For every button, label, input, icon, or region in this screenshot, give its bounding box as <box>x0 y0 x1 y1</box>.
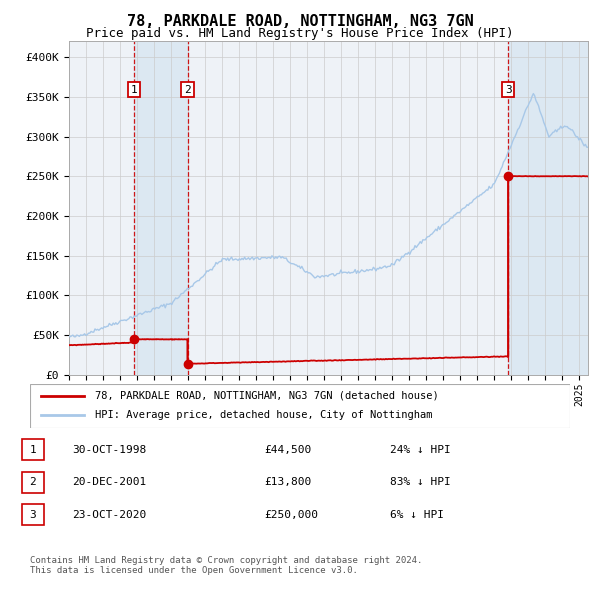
Text: 23-OCT-2020: 23-OCT-2020 <box>72 510 146 520</box>
Text: HPI: Average price, detached house, City of Nottingham: HPI: Average price, detached house, City… <box>95 411 432 420</box>
Bar <box>134 41 188 375</box>
Text: 3: 3 <box>505 84 512 94</box>
Bar <box>508 41 588 375</box>
Text: 78, PARKDALE ROAD, NOTTINGHAM, NG3 7GN: 78, PARKDALE ROAD, NOTTINGHAM, NG3 7GN <box>127 14 473 28</box>
Text: 1: 1 <box>131 84 137 94</box>
Text: Price paid vs. HM Land Registry's House Price Index (HPI): Price paid vs. HM Land Registry's House … <box>86 27 514 40</box>
Text: 78, PARKDALE ROAD, NOTTINGHAM, NG3 7GN (detached house): 78, PARKDALE ROAD, NOTTINGHAM, NG3 7GN (… <box>95 391 439 401</box>
Text: 3: 3 <box>29 510 37 520</box>
Text: £13,800: £13,800 <box>264 477 311 487</box>
Text: 2: 2 <box>184 84 191 94</box>
Text: Contains HM Land Registry data © Crown copyright and database right 2024.
This d: Contains HM Land Registry data © Crown c… <box>30 556 422 575</box>
Text: 30-OCT-1998: 30-OCT-1998 <box>72 445 146 455</box>
FancyBboxPatch shape <box>30 384 570 428</box>
Text: 24% ↓ HPI: 24% ↓ HPI <box>390 445 451 455</box>
Text: 20-DEC-2001: 20-DEC-2001 <box>72 477 146 487</box>
Text: £250,000: £250,000 <box>264 510 318 520</box>
Text: 83% ↓ HPI: 83% ↓ HPI <box>390 477 451 487</box>
Text: £44,500: £44,500 <box>264 445 311 455</box>
Text: 6% ↓ HPI: 6% ↓ HPI <box>390 510 444 520</box>
Text: 1: 1 <box>29 445 37 455</box>
Text: 2: 2 <box>29 477 37 487</box>
